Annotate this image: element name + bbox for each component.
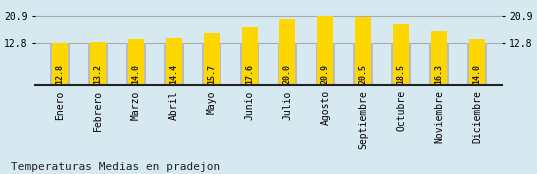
- Bar: [279, 19, 295, 85]
- Bar: [431, 31, 447, 85]
- Bar: [126, 43, 146, 85]
- Bar: [429, 43, 449, 85]
- Text: 20.0: 20.0: [283, 64, 292, 84]
- Bar: [204, 33, 220, 85]
- Text: 14.4: 14.4: [169, 64, 178, 84]
- Bar: [467, 43, 487, 85]
- Bar: [355, 17, 371, 85]
- Text: 17.6: 17.6: [245, 64, 254, 84]
- Bar: [90, 42, 106, 85]
- Text: Temperaturas Medias en pradejon: Temperaturas Medias en pradejon: [11, 162, 220, 172]
- Text: 20.9: 20.9: [321, 64, 330, 84]
- Bar: [166, 38, 182, 85]
- Text: 18.5: 18.5: [397, 64, 406, 84]
- Text: 16.3: 16.3: [434, 64, 444, 84]
- Text: 13.2: 13.2: [93, 64, 103, 84]
- Bar: [469, 39, 485, 85]
- Text: 20.5: 20.5: [359, 64, 368, 84]
- Text: 15.7: 15.7: [207, 64, 216, 84]
- Bar: [278, 43, 297, 85]
- Text: 14.0: 14.0: [131, 64, 140, 84]
- Bar: [317, 16, 333, 85]
- Text: 14.0: 14.0: [473, 64, 482, 84]
- Bar: [52, 43, 68, 85]
- Bar: [316, 43, 335, 85]
- Bar: [353, 43, 373, 85]
- Bar: [50, 43, 70, 85]
- Bar: [88, 43, 108, 85]
- Bar: [242, 27, 258, 85]
- Bar: [393, 24, 409, 85]
- Bar: [240, 43, 259, 85]
- Bar: [391, 43, 411, 85]
- Bar: [202, 43, 221, 85]
- Text: 12.8: 12.8: [55, 64, 64, 84]
- Bar: [128, 39, 144, 85]
- Bar: [164, 43, 184, 85]
